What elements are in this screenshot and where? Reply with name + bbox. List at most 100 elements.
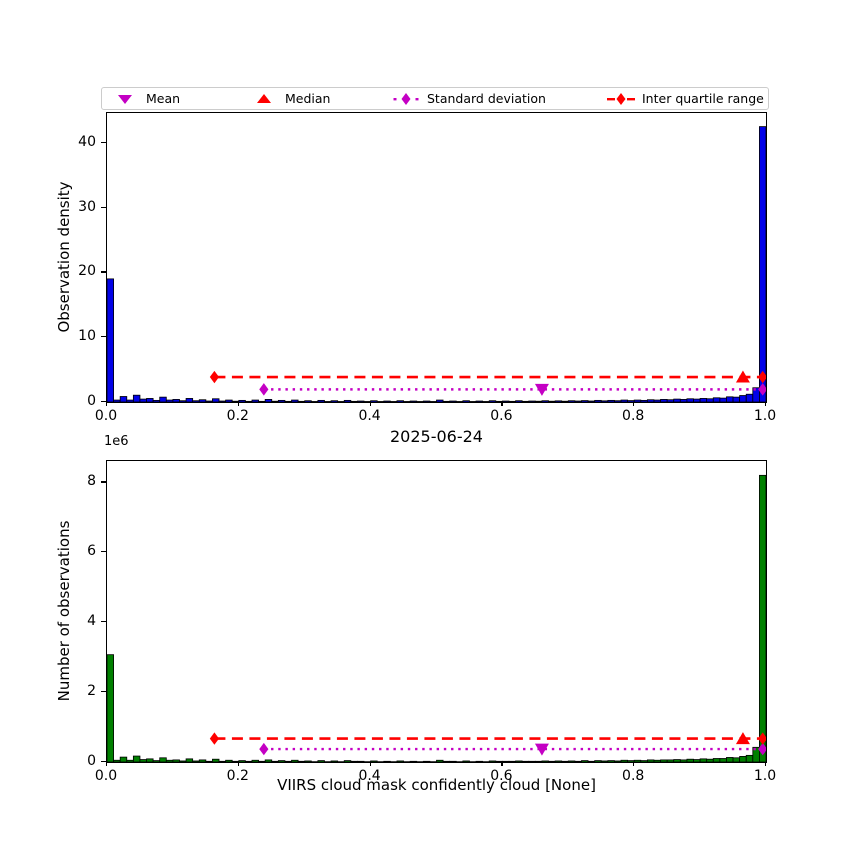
y-tick-mark [101, 271, 106, 273]
count-bar [501, 760, 510, 762]
density-bar [719, 397, 727, 402]
density-bar [343, 399, 352, 402]
y-tick-label: 6 [87, 543, 96, 560]
count-bar [693, 759, 701, 762]
x-tick-label: 0.2 [226, 408, 249, 424]
count-bar [594, 760, 602, 762]
count-histogram-plot [107, 474, 766, 762]
count-bar [739, 756, 747, 762]
density-bar [357, 400, 365, 402]
count-bar [442, 760, 451, 762]
density-bar [653, 399, 661, 402]
y-tick-mark [101, 621, 106, 623]
count-bar [666, 759, 675, 762]
density-bar [416, 401, 424, 402]
density-bar [666, 399, 675, 402]
y-tick-mark [101, 691, 106, 693]
y-tick-label: 40 [78, 133, 96, 150]
density-bar [745, 393, 754, 402]
density-bar [469, 401, 477, 402]
density-bar [284, 400, 292, 402]
y-tick-label: 30 [78, 198, 96, 215]
iqr-cap-marker [758, 370, 766, 384]
legend-label-std: Standard deviation [427, 91, 546, 106]
x-tick-label: 0.4 [358, 408, 381, 424]
density-bar [521, 400, 530, 402]
count-bar [185, 758, 194, 762]
x-tick-mark [765, 402, 767, 406]
x-tick-mark [106, 762, 108, 766]
density-bar [607, 399, 615, 402]
count-bar [119, 756, 128, 762]
x-tick-label: 0.6 [490, 768, 513, 784]
count-bar [192, 760, 200, 762]
count-bar [587, 760, 596, 762]
iqr-cap-marker [209, 732, 220, 745]
density-bar [501, 400, 510, 402]
count-bar [574, 760, 582, 762]
y-tick-mark [101, 336, 106, 338]
count-bar [343, 760, 352, 762]
density-bar [277, 399, 286, 402]
density-bar [594, 399, 602, 402]
density-bar [310, 401, 319, 402]
count-bar [706, 758, 714, 762]
legend-item-std: Standard deviation [392, 88, 546, 109]
count-bar [126, 759, 134, 762]
density-bar [258, 400, 266, 402]
density-bar [699, 398, 708, 402]
x-tick-mark [369, 762, 371, 766]
legend-item-mean: Mean [111, 88, 180, 109]
density-bar [515, 400, 523, 402]
density-bar [732, 396, 741, 402]
count-bar [515, 760, 523, 762]
count-bar [258, 760, 266, 762]
count-histogram-axes [106, 460, 767, 763]
count-bar [291, 759, 299, 762]
y-tick-mark [101, 206, 106, 208]
x-tick-label: 0.0 [94, 768, 118, 784]
x-tick-mark [633, 762, 635, 766]
density-bar [455, 401, 464, 402]
density-bar [146, 398, 154, 402]
density-bar [587, 400, 596, 402]
density-bar [264, 399, 273, 402]
density-bar [660, 399, 668, 402]
density-bar [185, 398, 194, 402]
count-bar [113, 759, 121, 762]
density-bar [409, 400, 418, 402]
density-bar [759, 126, 766, 402]
y-tick-label: 2 [87, 683, 96, 700]
count-bar [726, 757, 734, 762]
density-bar [251, 399, 259, 402]
x-axis-label: VIIRS cloud mask confidently cloud [None… [277, 776, 596, 794]
x-tick-mark [237, 762, 239, 766]
x-tick-mark [106, 402, 108, 406]
count-bar [646, 759, 655, 762]
count-bar [614, 760, 622, 762]
density-bar [673, 398, 681, 402]
density-bar [225, 399, 233, 402]
count-bar [712, 758, 721, 762]
x-tick-mark [237, 402, 239, 406]
count-bar [548, 760, 556, 762]
mean-marker [534, 743, 549, 756]
count-bar [561, 760, 569, 762]
x-tick-label: 0.8 [622, 408, 645, 424]
count-bar [745, 754, 754, 762]
density-bar [139, 398, 147, 402]
density-bar [726, 396, 734, 402]
density-bar [567, 400, 576, 402]
count-bar [146, 758, 154, 762]
y-tick-label: 0 [87, 753, 96, 769]
density-bar [304, 400, 312, 402]
y-tick-mark [101, 141, 106, 143]
count-bar [107, 654, 114, 762]
legend-label-median: Median [285, 91, 331, 106]
density-bar [482, 401, 490, 402]
y-tick-label: 20 [78, 263, 96, 280]
count-bar [528, 760, 536, 762]
density-bar [205, 400, 213, 402]
legend: Mean Median Standard deviation Inter qua… [101, 87, 769, 110]
count-bar [383, 760, 391, 762]
